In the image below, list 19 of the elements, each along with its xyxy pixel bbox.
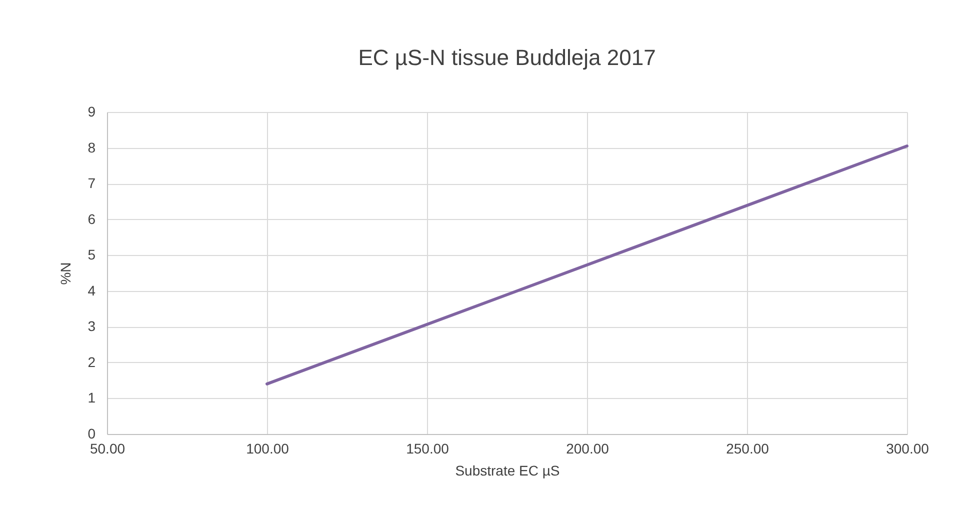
y-tick-label: 5 [88, 246, 96, 263]
x-tick-label: 50.00 [90, 440, 126, 456]
chart-title: EC µS-N tissue Buddleja 2017 [358, 45, 656, 70]
y-tick-label: 0 [88, 426, 96, 442]
x-tick-label: 200.00 [566, 440, 610, 456]
y-tick-label: 4 [88, 282, 96, 298]
y-tick-label: 9 [88, 104, 96, 120]
y-tick-label: 2 [88, 354, 96, 370]
y-tick-label: 3 [88, 318, 96, 334]
x-tick-label: 300.00 [886, 440, 930, 456]
x-tick-label: 100.00 [246, 440, 290, 456]
y-tick-label: 7 [88, 175, 96, 192]
y-tick-label: 1 [88, 390, 96, 406]
x-axis-title: Substrate EC µS [455, 462, 560, 478]
y-tick-label: 6 [88, 210, 96, 227]
y-tick-label: 8 [88, 139, 96, 156]
x-tick-label: 150.00 [406, 440, 450, 456]
x-tick-label: 250.00 [726, 440, 770, 456]
y-axis-title: %N [58, 262, 74, 285]
